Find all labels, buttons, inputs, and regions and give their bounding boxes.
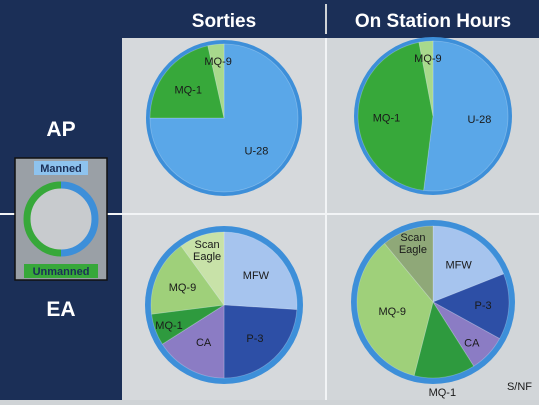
pie-label-mq-1: MQ-1 xyxy=(429,387,457,399)
legend-manned-swatch xyxy=(34,161,88,175)
pie-label-mq-1: MQ-1 xyxy=(373,112,401,124)
pie-label-p-3: P-3 xyxy=(246,333,263,345)
pie-slice-mq-1 xyxy=(151,304,225,345)
header-bar xyxy=(0,0,539,38)
pie-label-u-28: U-28 xyxy=(467,114,491,126)
pie-slice-u-28 xyxy=(149,43,299,193)
pie-label-mq-9: MQ-9 xyxy=(204,56,232,68)
pie-label-mfw: MFW xyxy=(445,259,472,271)
pie-slice-mq-9 xyxy=(150,245,225,315)
pie-ap-on-station-hours: U-28 MQ-1 MQ-9 xyxy=(354,37,512,195)
pie-slice-p-3 xyxy=(432,273,510,340)
pie-slice-mq-9 xyxy=(418,40,434,117)
pie-slice-mq-1 xyxy=(149,45,225,119)
legend-donut-center xyxy=(30,188,92,250)
pie-label-mq-1: MQ-1 xyxy=(174,84,202,96)
pie-slice-mq-1 xyxy=(413,301,475,379)
pie-slice-mfw xyxy=(223,231,298,311)
header-on-station-hours: On Station Hours xyxy=(355,11,511,32)
pie-slice-mq-1 xyxy=(357,41,434,191)
pie-label-mq-1: MQ-1 xyxy=(155,320,183,332)
pie-slice-ca xyxy=(161,304,225,379)
pie-label-mq-9: MQ-9 xyxy=(169,282,197,294)
pie-slice-u-28 xyxy=(423,40,509,192)
legend-manned-arc xyxy=(60,181,99,257)
pie-slice-mq-9 xyxy=(207,43,225,119)
pie-label-u-28: U-28 xyxy=(245,145,269,157)
pie-slice-p-3 xyxy=(223,304,298,379)
pie-label-scan-eagle: Scan Eagle xyxy=(399,232,427,256)
pie-slice-mq-9 xyxy=(356,242,434,377)
legend-unmanned-swatch xyxy=(24,264,98,278)
row-label-ea: EA xyxy=(46,298,75,321)
pie-label-ca: CA xyxy=(196,337,212,349)
pie-label-mq-9: MQ-9 xyxy=(378,306,406,318)
legend-manned-label: Manned xyxy=(40,163,82,175)
classification-marking: S/NF xyxy=(507,381,532,393)
pie-ea-on-station-hours: MFW P-3 CA MQ-1 MQ-9 Scan Eagle xyxy=(351,220,515,399)
row-label-ap: AP xyxy=(46,118,75,141)
pie-label-mq-9: MQ-9 xyxy=(414,53,442,65)
pie-label-scan-eagle: Scan Eagle xyxy=(193,239,221,263)
pie-label-mfw: MFW xyxy=(243,270,270,282)
pie-slice-ca xyxy=(432,301,501,367)
legend-unmanned-arc xyxy=(23,181,62,257)
pie-slice-mfw xyxy=(432,225,505,303)
pie-label-p-3: P-3 xyxy=(474,300,491,312)
pie-slice-scan-eagle xyxy=(180,231,225,307)
legend-unmanned-label: Unmanned xyxy=(33,266,90,278)
pie-ea-sorties: MFW P-3 CA MQ-1 MQ-9 Scan Eagle xyxy=(145,226,303,384)
header-divider xyxy=(325,4,327,34)
header-sorties: Sorties xyxy=(192,11,256,32)
legend: Manned Unmanned xyxy=(14,157,108,281)
pie-slice-scan-eagle xyxy=(383,225,434,304)
pie-label-ca: CA xyxy=(464,337,480,349)
pie-ap-sorties: U-28 MQ-1 MQ-9 xyxy=(146,40,302,196)
